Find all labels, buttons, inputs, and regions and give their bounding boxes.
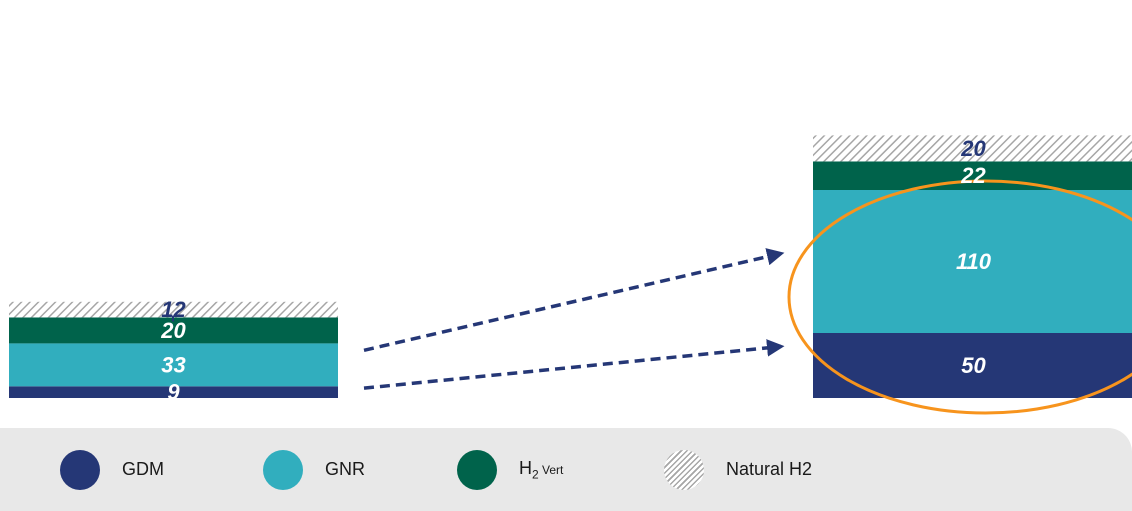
legend-label-gnr: GNR — [325, 459, 365, 479]
data-label-bar-1-h2-vert: 20 — [160, 318, 186, 343]
natural-h2-hatch-icon — [664, 449, 704, 490]
data-label-bar-2-natural-h2: 20 — [960, 136, 986, 161]
annotations-group — [172, 179, 1132, 415]
bars-group — [9, 135, 1132, 398]
bar-1-gdm-segment — [9, 386, 338, 398]
data-label-bar-1-gnr: 33 — [161, 352, 185, 377]
bar-1-natural-h2-segment — [9, 301, 338, 318]
legend-item-gdm: GDM — [60, 428, 164, 511]
arrow-gnr-dashed — [363, 248, 785, 353]
data-label-bar-1-gdm: 9 — [167, 380, 180, 405]
data-label-bar-2-h2-vert: 22 — [960, 163, 986, 188]
arrow-gdm-dashed — [363, 339, 785, 390]
bar-2-h2-vert-segment — [813, 161, 1132, 190]
legend-label-h2-tail: Vert — [538, 462, 564, 477]
data-label-bar-1-natural-h2: 12 — [161, 297, 186, 322]
bar-2-gnr-segment — [813, 190, 1132, 333]
h2-vert-swatch-icon — [457, 449, 497, 490]
highlight-ellipse — [787, 179, 1132, 415]
legend-label-gdm: GDM — [122, 459, 164, 479]
bar-1-gnr-segment — [9, 343, 338, 387]
legend-item-h2-vert: H2 Vert — [457, 428, 563, 511]
legend-label-natural-h2: Natural H2 — [726, 459, 813, 479]
gnr-swatch-icon — [263, 449, 303, 490]
legend: GDM GNR H2 Vert Natural H2 — [0, 428, 1132, 511]
legend-item-gnr: GNR — [263, 428, 365, 511]
data-label-bar-2-gdm: 50 — [961, 353, 986, 378]
legend-item-natural-h2: Natural H2 — [664, 428, 812, 511]
legend-label-h2-sub: 2 — [532, 467, 539, 482]
bar-2-gdm-segment — [813, 333, 1132, 398]
legend-label-h2-main: H — [519, 457, 532, 478]
bar-1-h2-vert-segment — [9, 317, 338, 344]
legend-label-h2-vert: H2 Vert — [519, 458, 563, 482]
data-label-bar-2-gnr: 110 — [956, 249, 992, 274]
gdm-swatch-icon — [60, 449, 100, 490]
bar-2-natural-h2-segment — [813, 135, 1132, 162]
